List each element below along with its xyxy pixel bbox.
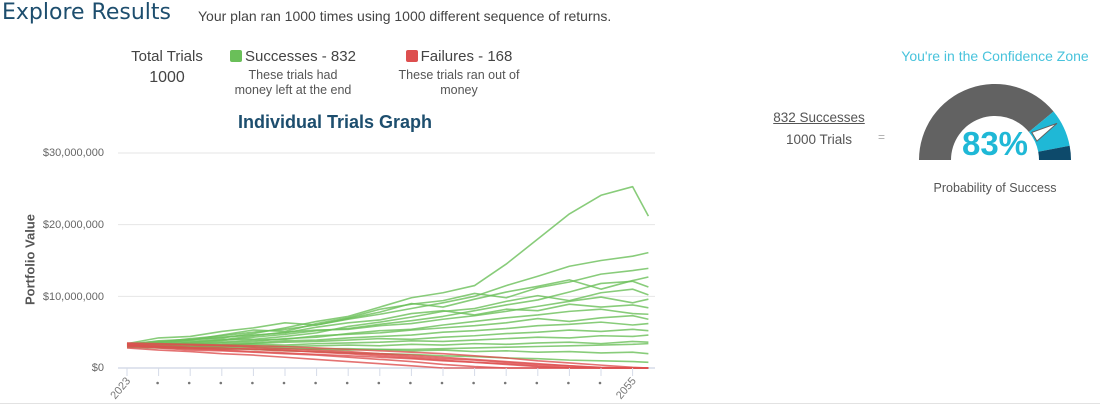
x-tick-dot [377,381,381,385]
success-trial-line [126,276,649,345]
legend-failures[interactable]: Failures - 168 These trials ran out of m… [385,48,533,98]
y-tick-label: $10,000,000 [42,291,104,303]
success-trial-line [126,303,649,346]
x-tick-dot [345,381,349,385]
successes-link[interactable]: 832 Successes [773,110,865,125]
probability-gauge [919,84,1071,160]
failure-trial-line [126,342,649,369]
x-tick-dot [567,381,570,385]
x-tick-dot [251,381,254,385]
probability-percent: 83% [961,125,1029,162]
x-tick-dot [219,381,223,385]
successes-description: These trials had money left at the end [234,68,352,97]
x-tick-dot [156,381,159,385]
y-tick-label: $30,000,000 [42,147,104,159]
x-tick-dot [314,381,317,385]
failure-trial-line [126,344,649,369]
x-tick-dot [503,381,507,385]
x-tick-label: 2023 [108,375,133,401]
total-trials-label: Total Trials [131,48,203,65]
successes-label: Successes - 832 [245,48,356,65]
trials-count: 1000 Trials [785,132,853,147]
x-tick-label: 2055 [614,375,639,401]
success-swatch-icon [230,50,243,62]
success-trial-line [126,314,649,346]
total-trials: Total Trials 1000 [122,48,212,87]
page-title: Explore Results [2,0,171,25]
y-tick-label: $20,000,000 [42,219,104,231]
page-subtitle: Your plan ran 1000 times using 1000 diff… [198,8,612,24]
success-trial-line [126,251,649,346]
gauge-cyan-segment [1028,111,1070,152]
chart-title: Individual Trials Graph [238,112,433,132]
total-trials-value: 1000 [149,69,185,86]
equals-sign: = [878,130,886,144]
probability-caption: Probability of Success [933,181,1057,195]
success-trial-line [126,296,649,347]
individual-trials-chart: 2023 2055 [108,152,655,402]
bottom-divider [0,403,1100,404]
gauge-navy-segment [1038,145,1071,160]
legend-successes[interactable]: Successes - 832 These trials had money l… [218,48,368,98]
failures-description: These trials ran out of money [398,68,520,97]
x-tick-dot [187,381,191,385]
x-tick-dot [535,381,539,385]
y-tick-label: $0 [91,362,104,374]
failure-swatch-icon [405,50,418,62]
x-tick-dot [472,381,475,385]
failures-label: Failures - 168 [420,48,513,65]
x-tick-dot [282,381,286,385]
x-tick-dot [409,381,412,385]
x-tick-dot [440,381,444,385]
confidence-zone-label: You're in the Confidence Zone [901,48,1089,64]
x-tick-dot [598,381,602,385]
gauge-pointer-icon [1031,122,1058,142]
gauge-gray-segment [919,84,1054,160]
failure-trial-line [126,343,649,369]
